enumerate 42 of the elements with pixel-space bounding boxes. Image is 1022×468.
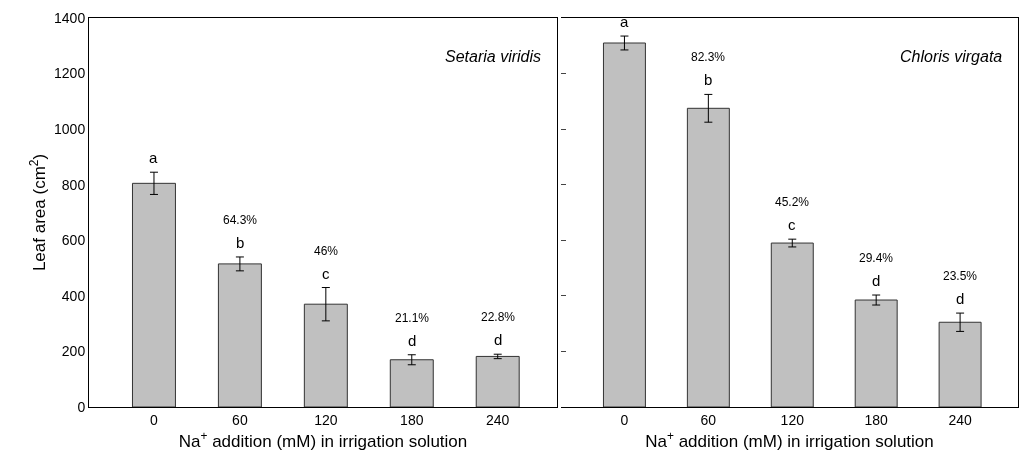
x-axis-title: Na$^{+}$ addition (mM) in irrigation solution (645, 429, 934, 452)
annotation: 23.5% d (943, 269, 978, 307)
bar (686, 107, 730, 407)
annotation: 22.8% d (481, 310, 516, 348)
y-tick-label: 0 (77, 398, 86, 415)
bar (217, 263, 262, 407)
annotation: 29.4% d (859, 251, 894, 289)
bar (475, 355, 520, 407)
annotation: 46% c (314, 244, 339, 282)
y-tick-label: 200 (61, 343, 86, 360)
y-tick-label: 1400 (54, 9, 86, 26)
annotation: 82.3% b (691, 50, 726, 88)
y-tick-label: 600 (61, 232, 86, 249)
x-tick-label: 180 (400, 411, 424, 428)
bar (303, 303, 348, 407)
annotation: Setaria viridis (445, 48, 542, 65)
y-tick-label: 1200 (54, 65, 86, 82)
annotation: Chloris virgata (900, 48, 1003, 65)
x-axis-title: Na$^{+}$ addition (mM) in irrigation solution (178, 429, 468, 452)
annotation: 64.3% b (223, 213, 258, 251)
annotation: a (149, 149, 158, 166)
x-tick-label: 0 (150, 411, 159, 428)
bar (938, 321, 982, 407)
bar (389, 359, 434, 407)
x-tick-label: 240 (948, 411, 972, 428)
annotation: 45.2% c (775, 195, 810, 233)
bar (770, 242, 814, 407)
x-tick-label: 0 (620, 411, 629, 428)
y-tick-label: 1000 (54, 121, 86, 138)
annotation: 21.1% d (395, 311, 430, 349)
x-tick-label: 60 (700, 411, 717, 428)
x-tick-label: 60 (232, 411, 248, 428)
bar (131, 182, 176, 407)
x-tick-label: 120 (314, 411, 338, 428)
x-tick-label: 240 (486, 411, 510, 428)
y-tick-label: 800 (61, 176, 86, 193)
annotation: a (620, 13, 629, 30)
bar (854, 299, 898, 407)
x-tick-label: 120 (780, 411, 805, 428)
y-tick-label: 400 (61, 287, 86, 304)
bar (602, 42, 646, 407)
x-tick-label: 180 (864, 411, 889, 428)
